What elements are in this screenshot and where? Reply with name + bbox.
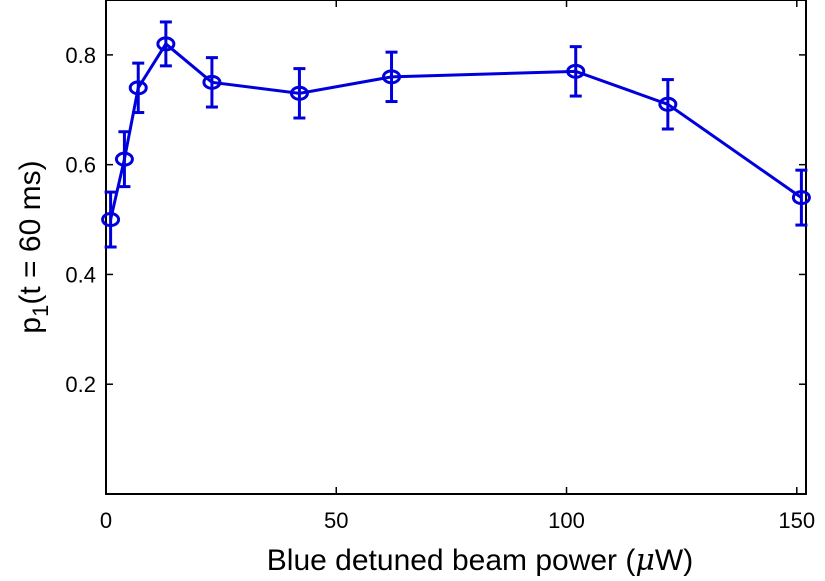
x-axis-ticks: 0 50 100 150 — [100, 0, 815, 533]
data-point — [289, 85, 309, 101]
y-tick-label: 0.6 — [65, 153, 96, 178]
y-axis-ticks: 0.2 0.4 0.6 0.8 — [65, 43, 806, 397]
y-tick-label: 0.4 — [65, 262, 96, 287]
series-layer — [101, 20, 811, 249]
data-point — [658, 96, 678, 112]
data-point — [202, 74, 222, 90]
y-tick-label: 0.8 — [65, 43, 96, 68]
x-tick-label: 50 — [324, 508, 348, 533]
data-point — [128, 80, 148, 96]
y-tick-label: 0.2 — [65, 372, 96, 397]
data-point — [114, 151, 134, 167]
data-point — [382, 69, 402, 85]
data-point — [791, 190, 811, 206]
data-point — [156, 36, 176, 52]
x-tick-label: 100 — [548, 508, 585, 533]
data-point — [101, 212, 121, 228]
y-axis-label: p1(t = 60 ms) — [14, 160, 53, 333]
series-line — [109, 41, 803, 220]
x-tick-label: 0 — [100, 508, 112, 533]
data-point — [566, 63, 586, 79]
x-axis-label: Blue detuned beam power (μW) — [267, 543, 693, 578]
x-tick-label: 150 — [778, 508, 815, 533]
